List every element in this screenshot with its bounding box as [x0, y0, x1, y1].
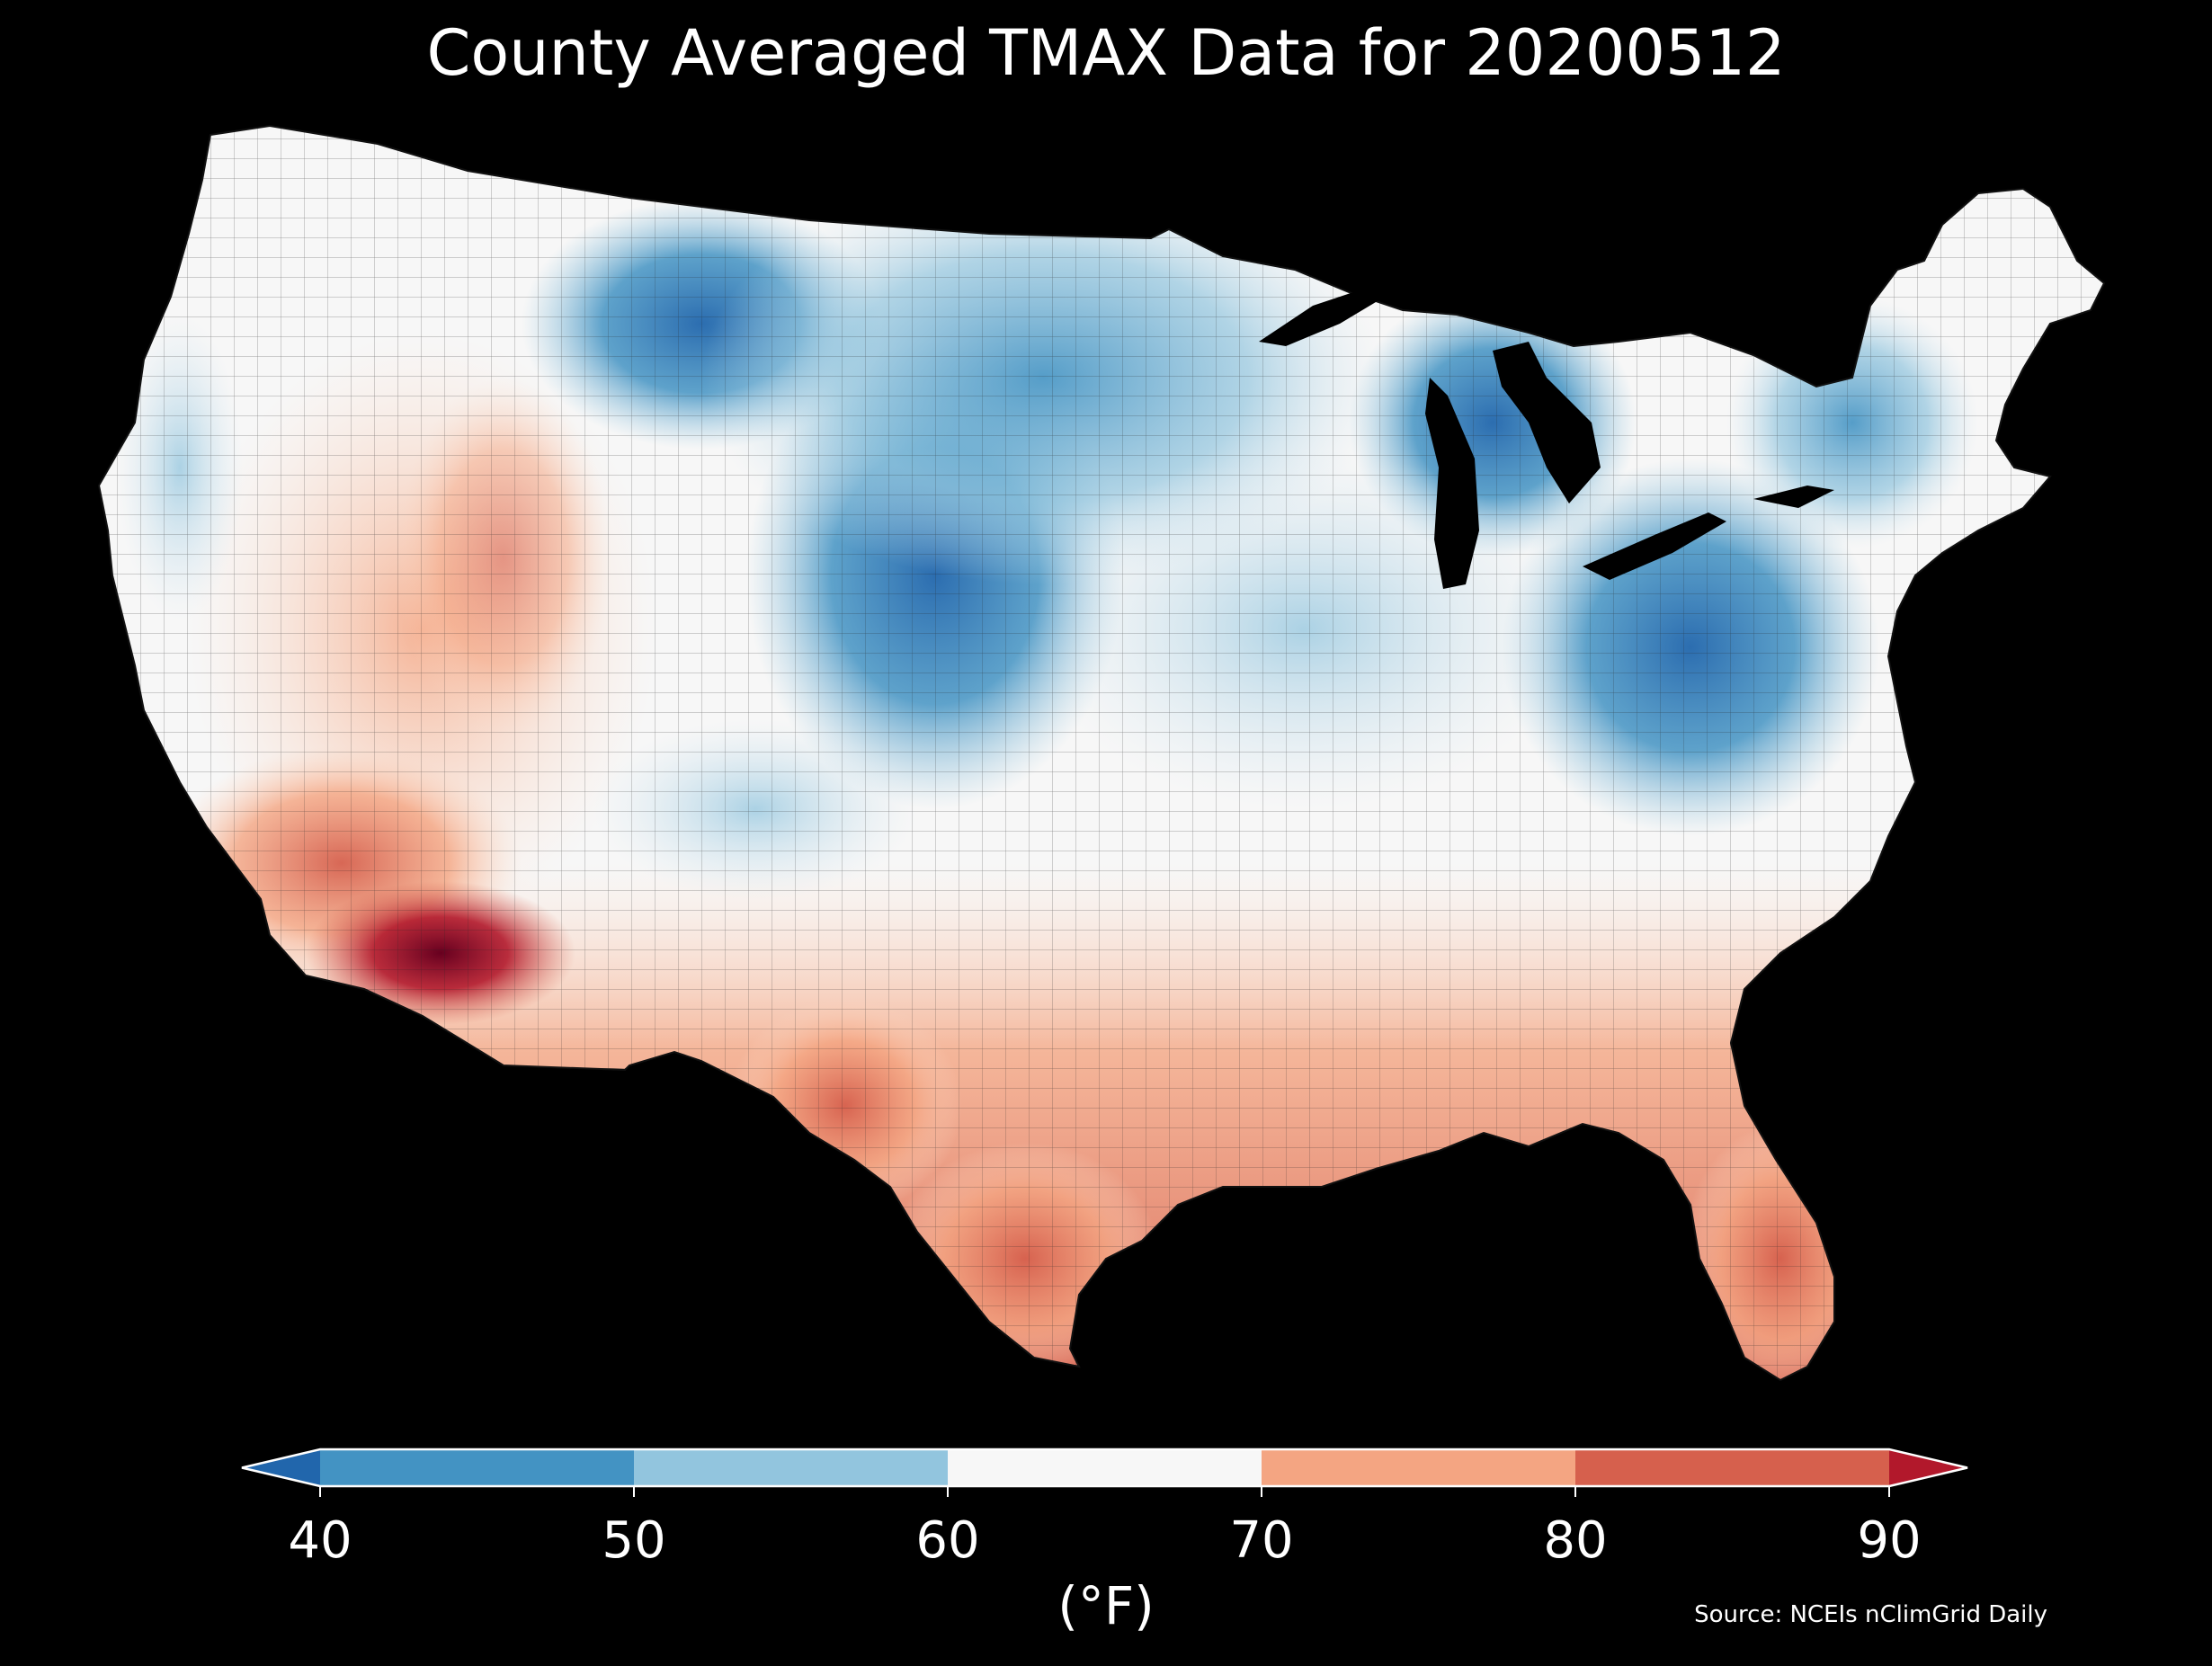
colorbar-units-label: (°F) [1057, 1575, 1155, 1636]
colorbar-extend-high [1889, 1449, 1967, 1486]
colorbar-tick-label: 50 [602, 1511, 665, 1570]
lake-ontario [1753, 486, 1834, 508]
lake-michigan [1425, 378, 1479, 589]
lake-erie [1583, 512, 1726, 580]
lake-superior [1259, 274, 1403, 346]
colorbar-bin [948, 1449, 1262, 1486]
colorbar-tick-label: 90 [1857, 1511, 1921, 1570]
lake-huron [1493, 342, 1601, 503]
colorbar-tick-label: 40 [288, 1511, 352, 1570]
colorbar-tick-label: 60 [915, 1511, 979, 1570]
colorbar-bin [320, 1449, 635, 1486]
great-lakes [1259, 274, 1834, 589]
colorbar-bin [1262, 1449, 1576, 1486]
source-credit: Source: NCEIs nClimGrid Daily [1694, 1601, 2047, 1628]
chart-title: County Averaged TMAX Data for 20200512 [426, 16, 1786, 90]
colorbar-bin [634, 1449, 949, 1486]
colorbar-tick-label: 70 [1229, 1511, 1293, 1570]
colorbar-extend-low [242, 1449, 320, 1486]
colorbar-bin [1575, 1449, 1890, 1486]
colorbar-tick-label: 80 [1543, 1511, 1607, 1570]
